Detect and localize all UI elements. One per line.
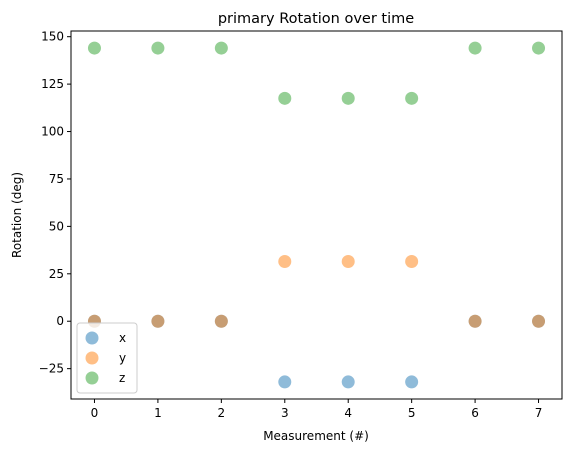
- legend: xyz: [76, 322, 138, 394]
- data-point-y: [468, 314, 482, 328]
- data-point-y: [278, 254, 292, 268]
- data-point-y: [405, 254, 419, 268]
- plot-frame: [70, 30, 563, 400]
- data-point-z: [468, 41, 482, 55]
- x-tick-label: 1: [154, 406, 162, 420]
- y-tick-label: 25: [49, 267, 64, 281]
- legend-label-y: y: [119, 351, 126, 365]
- legend-marker-y: [85, 351, 99, 365]
- y-tick-label: 50: [49, 219, 64, 233]
- plot-area: [87, 41, 546, 389]
- y-tick-label: 125: [41, 77, 64, 91]
- x-tick-label: 7: [535, 406, 543, 420]
- data-point-z: [278, 91, 292, 105]
- data-point-y: [532, 314, 546, 328]
- legend-marker-x: [85, 331, 99, 345]
- data-point-z: [151, 41, 165, 55]
- legend-label-x: x: [119, 331, 126, 345]
- data-point-z: [405, 91, 419, 105]
- chart-title: primary Rotation over time: [218, 11, 414, 27]
- x-tick-label: 4: [344, 406, 352, 420]
- data-point-x: [405, 375, 419, 389]
- data-point-z: [87, 41, 101, 55]
- data-point-z: [532, 41, 546, 55]
- data-point-y: [151, 314, 165, 328]
- y-axis-label: Rotation (deg): [10, 172, 24, 258]
- x-tick-label: 0: [91, 406, 99, 420]
- x-tick-label: 6: [471, 406, 479, 420]
- x-tick-label: 5: [408, 406, 416, 420]
- y-tick-label: −25: [39, 362, 64, 376]
- data-point-z: [341, 91, 355, 105]
- x-tick-label: 2: [218, 406, 226, 420]
- y-tick-label: 150: [41, 30, 64, 44]
- y-tick-label: 0: [56, 314, 64, 328]
- data-point-y: [214, 314, 228, 328]
- data-point-x: [278, 375, 292, 389]
- legend-label-z: z: [119, 371, 125, 385]
- y-tick-label: 75: [49, 172, 64, 186]
- x-axis-label: Measurement (#): [263, 429, 369, 443]
- data-point-z: [214, 41, 228, 55]
- axes: 0 1 2 3 4 5 6 7 −25 0 25 50 75 100 125 150: [39, 30, 543, 420]
- data-point-y: [341, 254, 355, 268]
- legend-marker-z: [85, 371, 99, 385]
- data-point-x: [341, 375, 355, 389]
- x-tick-label: 3: [281, 406, 289, 420]
- y-tick-label: 100: [41, 125, 64, 139]
